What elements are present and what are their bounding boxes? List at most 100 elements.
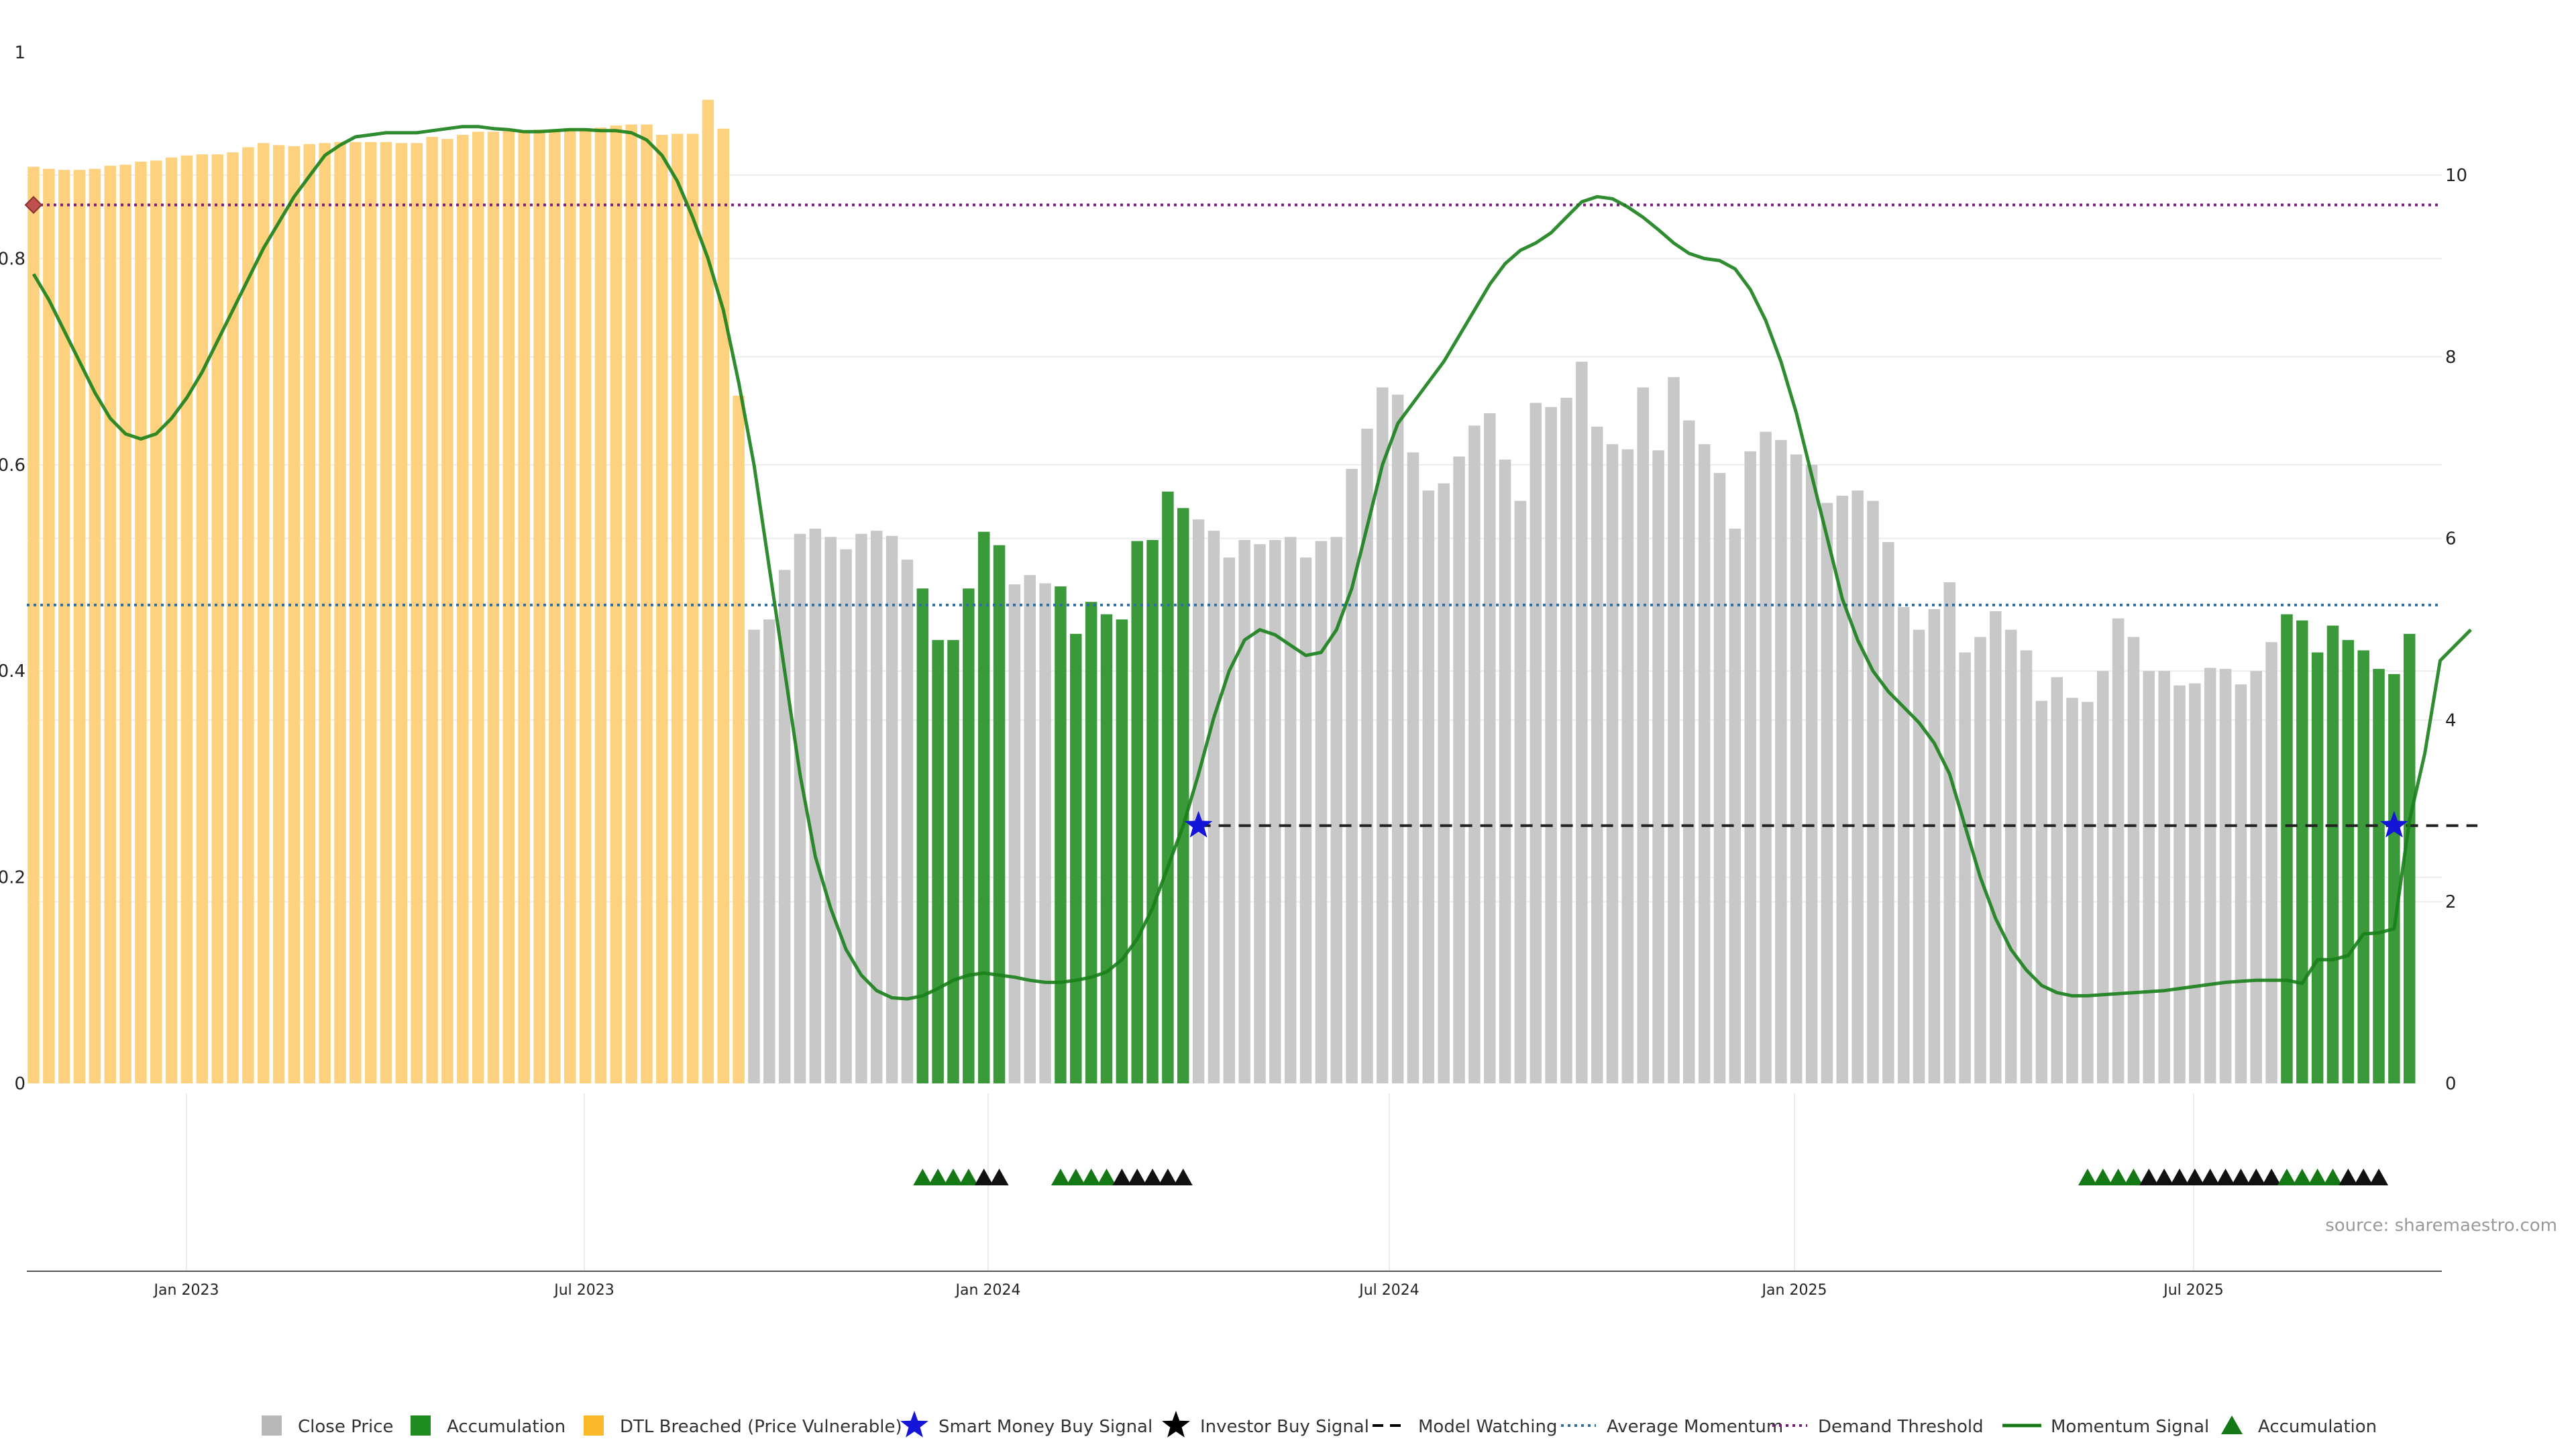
bar (1851, 490, 1864, 1083)
accumulation-triangle (1066, 1169, 1085, 1185)
legend-item: Demand Threshold (1772, 1417, 1984, 1437)
y-left-tick-label: 1 (14, 43, 25, 63)
investor-triangle (2200, 1169, 2220, 1185)
legend-item: Momentum Signal (2002, 1417, 2209, 1437)
bar (686, 133, 699, 1084)
bar (1024, 575, 1036, 1083)
y-left-tick-label: 0.8 (0, 249, 25, 269)
legend-label: Momentum Signal (2051, 1417, 2209, 1437)
bar (1882, 542, 1894, 1083)
legend-star-icon (1162, 1411, 1190, 1438)
bar (1943, 582, 1955, 1083)
bar (380, 142, 392, 1083)
bar (1407, 452, 1419, 1083)
investor-triangle (2354, 1169, 2373, 1185)
bar (1346, 468, 1358, 1083)
bar (426, 137, 438, 1084)
bar (2082, 702, 2094, 1083)
bar (2235, 684, 2247, 1083)
bar (1223, 557, 1236, 1083)
accumulation-triangle (1081, 1169, 1101, 1185)
legend-item: Average Momentum (1561, 1417, 1783, 1437)
investor-triangle (2262, 1169, 2282, 1185)
bar (2311, 652, 2324, 1083)
bar (1637, 387, 1649, 1083)
y-left-tick-label: 0 (14, 1074, 25, 1094)
bar (717, 128, 729, 1083)
bar (656, 134, 668, 1084)
bar (1652, 450, 1664, 1083)
bar (885, 535, 898, 1083)
bar (73, 170, 86, 1083)
bar (1744, 451, 1756, 1083)
bar (2127, 637, 2140, 1083)
accumulation-triangle (2277, 1169, 2296, 1185)
legend-triangle-icon (2221, 1415, 2243, 1434)
bar (211, 154, 223, 1084)
bar (748, 629, 760, 1083)
bar (2296, 620, 2308, 1083)
bar (1959, 652, 1971, 1083)
accumulation-triangle (1097, 1169, 1116, 1185)
bar (2326, 625, 2339, 1083)
bar (1484, 413, 1496, 1083)
bar (1805, 464, 1818, 1083)
bar (1422, 490, 1435, 1083)
bar (395, 143, 408, 1084)
bar (104, 166, 116, 1083)
bar (855, 533, 867, 1083)
y-left-tick-label: 0.6 (0, 455, 25, 476)
bar (272, 145, 285, 1084)
investor-triangle (2170, 1169, 2189, 1185)
x-tick-label: Jul 2023 (553, 1282, 614, 1299)
bar (1974, 637, 1986, 1083)
bar (1070, 633, 1082, 1083)
bar (1361, 429, 1373, 1083)
bar (947, 640, 959, 1083)
x-tick-label: Jul 2024 (1358, 1282, 1419, 1299)
accumulation-triangle (2108, 1169, 2128, 1185)
bar (1668, 377, 1680, 1083)
bar (1499, 460, 1511, 1083)
bar (932, 640, 944, 1083)
bar (350, 142, 362, 1083)
accumulation-triangle (944, 1169, 963, 1185)
bar (977, 531, 990, 1083)
investor-triangle (2216, 1169, 2235, 1185)
bar (411, 143, 423, 1084)
bar (135, 161, 147, 1083)
legend-item: Smart Money Buy Signal (900, 1411, 1152, 1438)
bar (43, 168, 55, 1083)
bar (180, 155, 193, 1084)
bar (457, 134, 469, 1084)
bar (258, 143, 270, 1084)
bar (1039, 583, 1051, 1083)
bar (1867, 500, 1879, 1083)
x-tick-label: Jul 2025 (2162, 1282, 2224, 1299)
bar (1729, 529, 1741, 1083)
legend-label: Model Watching (1418, 1417, 1557, 1437)
bar (1438, 483, 1450, 1083)
bar (1514, 500, 1527, 1083)
investor-triangle (2247, 1169, 2266, 1185)
bar (1775, 439, 1787, 1083)
bar (840, 549, 852, 1083)
bar (564, 128, 576, 1083)
investor-triangle (989, 1169, 1009, 1185)
bar (2035, 700, 2048, 1083)
accumulation-triangle (913, 1169, 932, 1185)
legend-swatch (411, 1415, 431, 1436)
bar (671, 133, 684, 1084)
bar (1299, 557, 1312, 1083)
bar (1162, 491, 1174, 1083)
legend-item: DTL Breached (Price Vulnerable) (584, 1415, 902, 1437)
bar (1055, 586, 1067, 1083)
legend-swatch (584, 1415, 604, 1436)
bar (2357, 650, 2369, 1083)
legend-item: Close Price (262, 1415, 394, 1437)
bar (1377, 387, 1389, 1083)
accumulation-triangle (2323, 1169, 2343, 1185)
bar (1621, 449, 1634, 1083)
legend-label: Demand Threshold (1818, 1417, 1984, 1437)
bar (1713, 473, 1726, 1083)
